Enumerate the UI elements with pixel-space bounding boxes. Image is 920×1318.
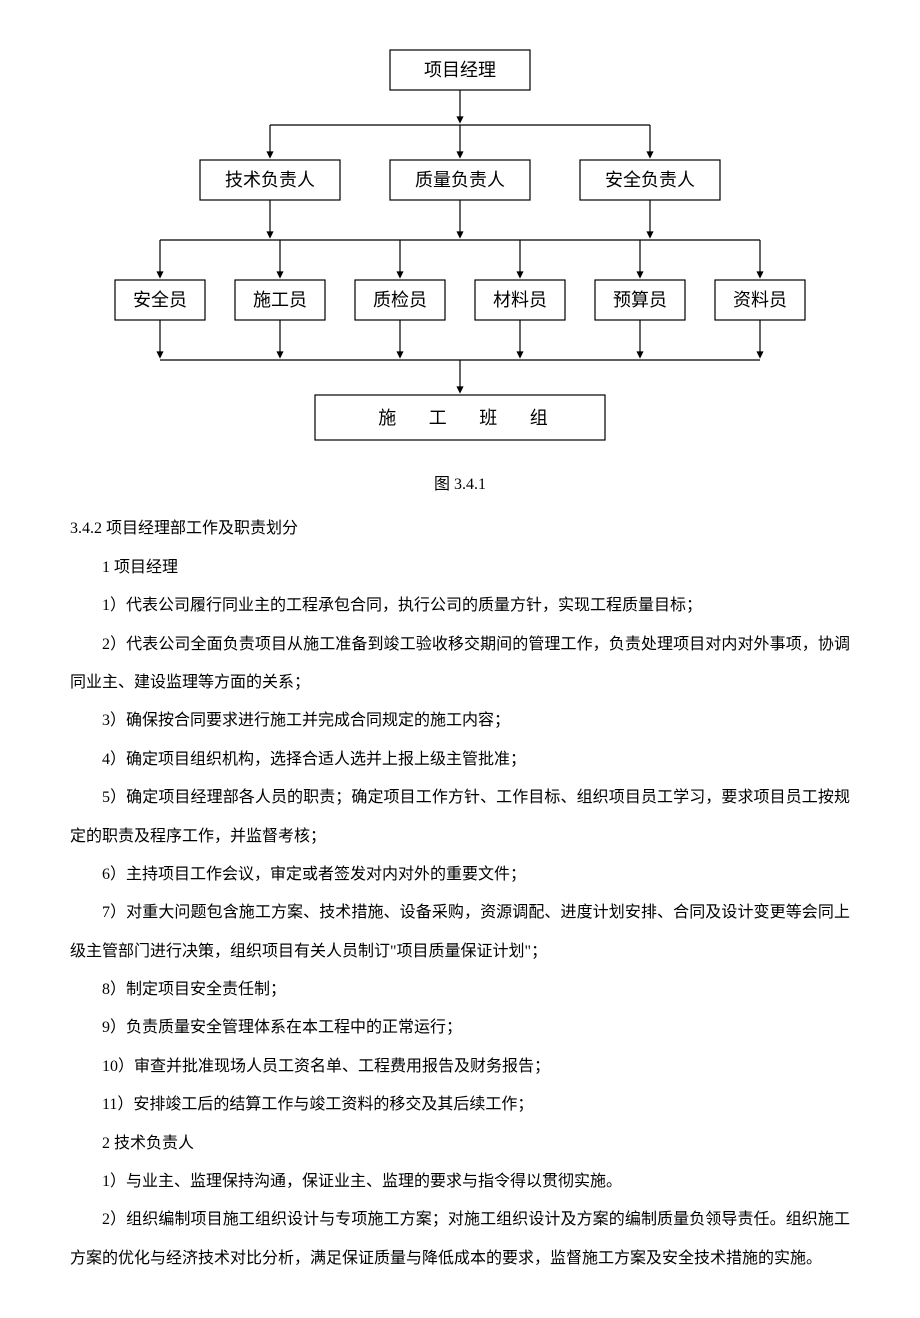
org-chart-svg: 项目经理 技术负责人 质量负责人 安全负责人 [100, 40, 820, 460]
role1-item-5: 5）确定项目经理部各人员的职责；确定项目工作方针、工作目标、组织项目员工学习，要… [70, 779, 850, 856]
role1-item-4: 4）确定项目组织机构，选择合适人选并上报上级主管批准； [70, 741, 850, 779]
node-bot-1: 施工员 [253, 290, 307, 310]
figure-caption: 图 3.4.1 [70, 466, 850, 504]
role1-item-2: 2）代表公司全面负责项目从施工准备到竣工验收移交期间的管理工作，负责处理项目对内… [70, 626, 850, 703]
node-bot-2: 质检员 [373, 290, 427, 310]
role1-item-6: 6）主持项目工作会议，审定或者签发对内对外的重要文件； [70, 856, 850, 894]
node-bot-5: 资料员 [733, 290, 787, 310]
role1-item-3: 3）确保按合同要求进行施工并完成合同规定的施工内容； [70, 702, 850, 740]
org-chart: 项目经理 技术负责人 质量负责人 安全负责人 [100, 40, 820, 460]
role1-item-10: 10）审查并批准现场人员工资名单、工程费用报告及财务报告； [70, 1048, 850, 1086]
section-title: 项目经理部工作及职责划分 [106, 520, 298, 537]
role1-item-11: 11）安排竣工后的结算工作与竣工资料的移交及其后续工作； [70, 1086, 850, 1124]
section-heading: 3.4.2 项目经理部工作及职责划分 [70, 510, 850, 548]
node-mid-1: 质量负责人 [415, 170, 505, 190]
role2-item-1: 1）与业主、监理保持沟通，保证业主、监理的要求与指令得以贯彻实施。 [70, 1163, 850, 1201]
role1-item-8: 8）制定项目安全责任制； [70, 971, 850, 1009]
node-bot-3: 材料员 [493, 290, 547, 310]
node-mid-0: 技术负责人 [225, 170, 315, 190]
role2-heading: 2 技术负责人 [70, 1125, 850, 1163]
document-page: 项目经理 技术负责人 质量负责人 安全负责人 [0, 0, 920, 1318]
role1-heading: 1 项目经理 [70, 549, 850, 587]
role1-item-7: 7）对重大问题包含施工方案、技术措施、设备采购，资源调配、进度计划安排、合同及设… [70, 894, 850, 971]
role2-item-2: 2）组织编制项目施工组织设计与专项施工方案；对施工组织设计及方案的编制质量负领导… [70, 1201, 850, 1278]
node-bot-0: 安全员 [133, 290, 187, 310]
node-mid-2: 安全负责人 [605, 170, 695, 190]
node-bot-4: 预算员 [613, 290, 667, 310]
role1-item-1: 1）代表公司履行同业主的工程承包合同，执行公司的质量方针，实现工程质量目标； [70, 587, 850, 625]
section-number: 3.4.2 [70, 520, 102, 537]
role1-item-9: 9）负责质量安全管理体系在本工程中的正常运行； [70, 1009, 850, 1047]
node-final: 施 工 班 组 [378, 408, 562, 428]
node-top: 项目经理 [424, 60, 496, 80]
